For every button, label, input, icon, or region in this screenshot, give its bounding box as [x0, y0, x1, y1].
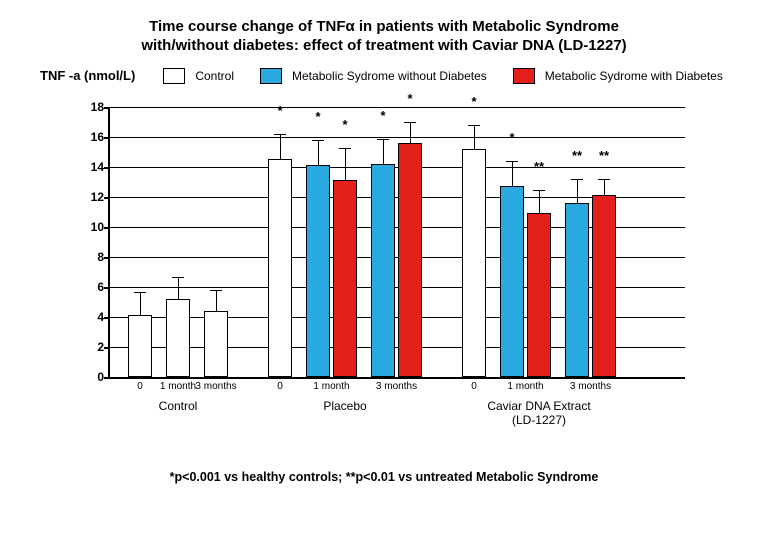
error-bar: [539, 191, 540, 214]
error-cap: [312, 140, 324, 141]
page: Time course change of TNFα in patients w…: [0, 0, 768, 543]
bar: [333, 180, 357, 377]
error-bar: [383, 140, 384, 164]
bar: [306, 165, 330, 377]
y-tick-label: 4: [97, 310, 110, 324]
error-cap: [339, 148, 351, 149]
significance-marker: **: [599, 148, 609, 163]
error-bar: [512, 162, 513, 186]
error-bar: [410, 123, 411, 143]
error-cap: [533, 190, 545, 191]
y-tick-label: 6: [97, 280, 110, 294]
significance-marker: *: [407, 91, 412, 106]
error-cap: [210, 290, 222, 291]
x-tick-label: 0: [137, 377, 143, 392]
y-tick-label: 10: [91, 220, 110, 234]
bar: [592, 195, 616, 377]
significance-marker: **: [572, 148, 582, 163]
bar: [398, 143, 422, 377]
error-cap: [274, 134, 286, 135]
legend-label-ms-diabetes: Metabolic Sydrome with Diabetes: [545, 69, 723, 83]
y-tick-label: 18: [91, 100, 110, 114]
error-cap: [571, 179, 583, 180]
x-tick-label: 3 months: [195, 377, 236, 392]
error-cap: [172, 277, 184, 278]
chart-title-line1: Time course change of TNFα in patients w…: [149, 18, 619, 35]
y-tick-label: 8: [97, 250, 110, 264]
significance-marker: **: [534, 159, 544, 174]
error-cap: [404, 122, 416, 123]
gridline: [110, 137, 685, 138]
error-bar: [474, 126, 475, 149]
error-bar: [280, 135, 281, 159]
significance-marker: *: [277, 103, 282, 118]
error-bar: [345, 149, 346, 181]
bar: [204, 311, 228, 377]
bar: [527, 213, 551, 377]
legend-row: TNF -a (nmol/L) Control Metabolic Sydrom…: [40, 68, 728, 84]
bar: [462, 149, 486, 377]
error-cap: [468, 125, 480, 126]
error-bar: [140, 293, 141, 316]
error-bar: [577, 180, 578, 203]
chart-title: Time course change of TNFα in patients w…: [64, 18, 704, 56]
y-tick-label: 16: [91, 130, 110, 144]
y-tick-label: 12: [91, 190, 110, 204]
bar: [166, 299, 190, 377]
bar: [128, 315, 152, 377]
legend-label-ms-no-diabetes: Metabolic Sydrome without Diabetes: [292, 69, 487, 83]
group-label: Caviar DNA Extract(LD-1227): [487, 377, 590, 428]
group-label: Placebo: [323, 377, 366, 413]
x-tick-label: 0: [471, 377, 477, 392]
error-cap: [134, 292, 146, 293]
error-bar: [216, 291, 217, 311]
legend-swatch-ms-diabetes: [513, 68, 535, 84]
x-tick-label: 0: [277, 377, 283, 392]
footnote: *p<0.001 vs healthy controls; **p<0.01 v…: [40, 470, 728, 484]
bar: [500, 186, 524, 377]
error-bar: [318, 141, 319, 165]
legend-label-control: Control: [195, 69, 234, 83]
bar: [565, 203, 589, 377]
error-cap: [598, 179, 610, 180]
chart: 02468101214161801 month3 monthsControl*0…: [68, 92, 708, 412]
x-tick-label: 3 months: [376, 377, 417, 392]
chart-title-line2: with/without diabetes: effect of treatme…: [141, 37, 626, 54]
y-tick-label: 14: [91, 160, 110, 174]
significance-marker: *: [509, 130, 514, 145]
y-tick-label: 2: [97, 340, 110, 354]
significance-marker: *: [380, 108, 385, 123]
significance-marker: *: [342, 117, 347, 132]
group-label: Control: [159, 377, 198, 413]
y-tick-label: 0: [97, 370, 110, 384]
bar: [268, 159, 292, 377]
significance-marker: *: [471, 94, 476, 109]
error-bar: [178, 278, 179, 299]
legend-swatch-ms-no-diabetes: [260, 68, 282, 84]
y-axis-label: TNF -a (nmol/L): [40, 68, 135, 83]
error-cap: [506, 161, 518, 162]
bar: [371, 164, 395, 377]
error-cap: [377, 139, 389, 140]
legend-swatch-control: [163, 68, 185, 84]
gridline: [110, 107, 685, 108]
plot-area: 02468101214161801 month3 monthsControl*0…: [108, 107, 685, 379]
error-bar: [604, 180, 605, 195]
significance-marker: *: [315, 109, 320, 124]
